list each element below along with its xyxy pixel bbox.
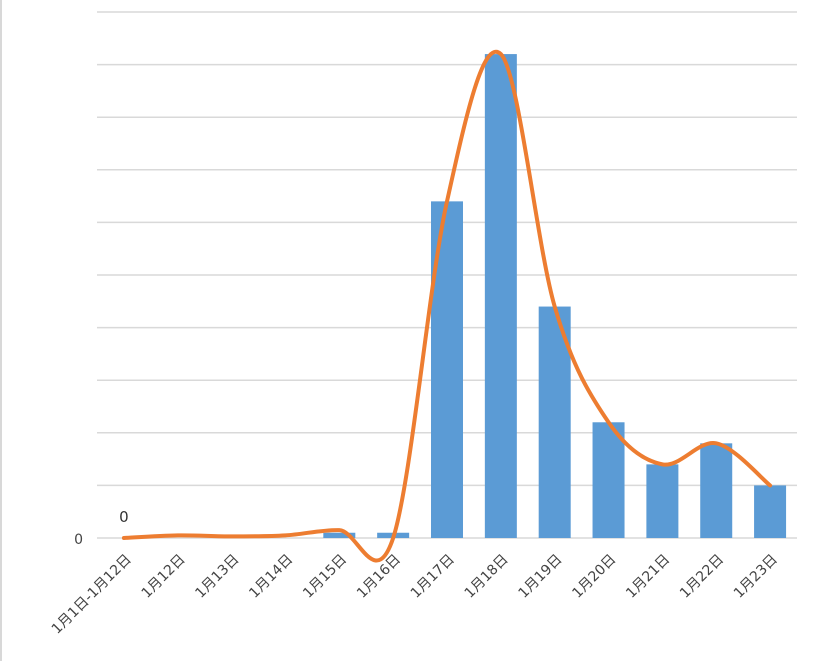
x-tick-label: 1月21日 — [623, 552, 673, 602]
x-tick-label: 1月22日 — [677, 552, 727, 602]
x-tick-label: 1月12日 — [139, 552, 189, 602]
x-tick-label: 1月14日 — [246, 552, 296, 602]
x-tick-label: 1月1日-1月12日 — [49, 552, 135, 638]
y-tick-label: 0 — [74, 532, 83, 548]
x-tick-label: 1月19日 — [516, 552, 566, 602]
x-tick-label: 1月15日 — [300, 552, 350, 602]
bar — [484, 54, 517, 538]
x-tick-label: 1月23日 — [731, 552, 781, 602]
x-tick-label: 1月18日 — [462, 552, 512, 602]
x-tick-label: 1月17日 — [408, 552, 458, 602]
bar — [323, 532, 356, 538]
bar — [431, 201, 463, 539]
bar — [700, 443, 733, 538]
bar — [538, 306, 571, 538]
x-tick-label: 1月13日 — [192, 552, 242, 602]
bar — [592, 422, 625, 538]
line-series — [121, 49, 773, 563]
bar — [646, 464, 679, 538]
image-edge — [0, 0, 2, 661]
bar — [754, 485, 787, 538]
x-tick-label: 1月20日 — [569, 552, 619, 602]
data-label: 0 — [119, 508, 129, 526]
